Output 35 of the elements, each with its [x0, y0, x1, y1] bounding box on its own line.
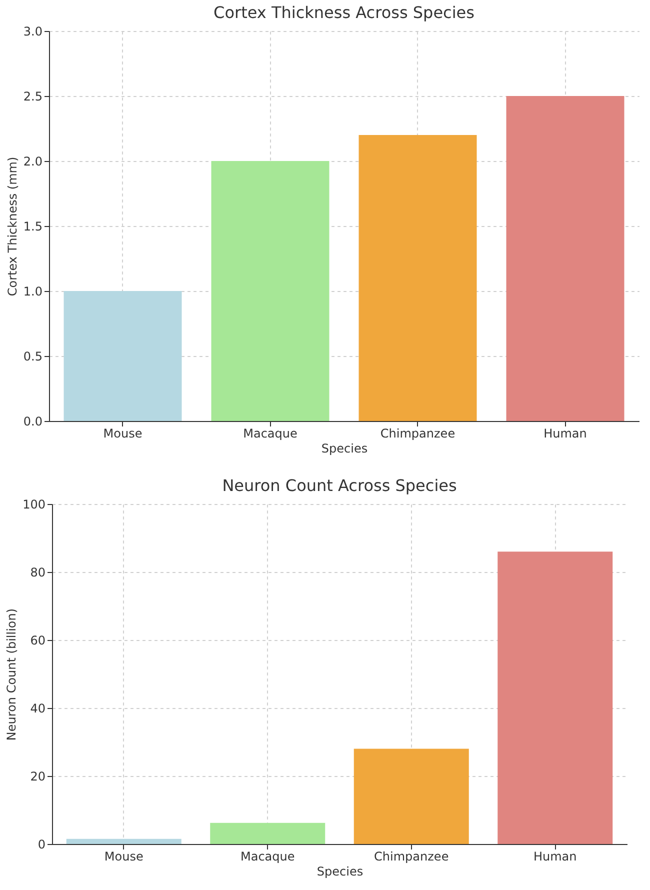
x-tick-label: Macaque: [240, 850, 295, 864]
y-tick-label: 0.0: [23, 414, 42, 428]
x-tick-label: Chimpanzee: [374, 850, 449, 864]
y-tick-label: 20: [30, 770, 46, 784]
bar: [354, 748, 469, 844]
y-tick-label: 0: [38, 838, 46, 852]
x-tick-label: Human: [533, 850, 577, 864]
x-axis-title: Species: [316, 864, 364, 878]
x-axis-title: Species: [321, 442, 368, 456]
x-tick-label: Chimpanzee: [380, 426, 456, 440]
y-tick-label: 40: [30, 702, 46, 716]
x-tick-label: Mouse: [104, 850, 144, 864]
bar: [64, 291, 182, 421]
chart-title: Neuron Count Across Species: [222, 476, 457, 495]
bar: [210, 822, 326, 844]
y-tick-label: 1.0: [23, 284, 42, 298]
y-axis-title: Cortex Thickness (mm): [5, 156, 20, 296]
y-tick-label: 80: [30, 566, 46, 580]
x-tick-label: Macaque: [243, 426, 298, 440]
bar: [211, 161, 330, 421]
y-tick-label: 100: [22, 498, 46, 512]
y-tick-label: 1.5: [23, 220, 42, 234]
y-tick-label: 2.5: [23, 90, 42, 104]
y-tick-label: 0.5: [23, 350, 42, 364]
bar: [506, 96, 624, 421]
y-tick-label: 3.0: [23, 24, 42, 38]
chart-title: Cortex Thickness Across Species: [214, 3, 474, 22]
bar: [66, 838, 182, 844]
y-tick-label: 60: [30, 634, 46, 648]
x-tick-label: Mouse: [103, 426, 142, 440]
y-axis-title: Neuron Count (billion): [4, 608, 19, 741]
bar: [498, 552, 613, 844]
bar: [358, 135, 477, 421]
y-tick-label: 2.0: [23, 154, 42, 168]
x-tick-label: Human: [544, 426, 587, 440]
